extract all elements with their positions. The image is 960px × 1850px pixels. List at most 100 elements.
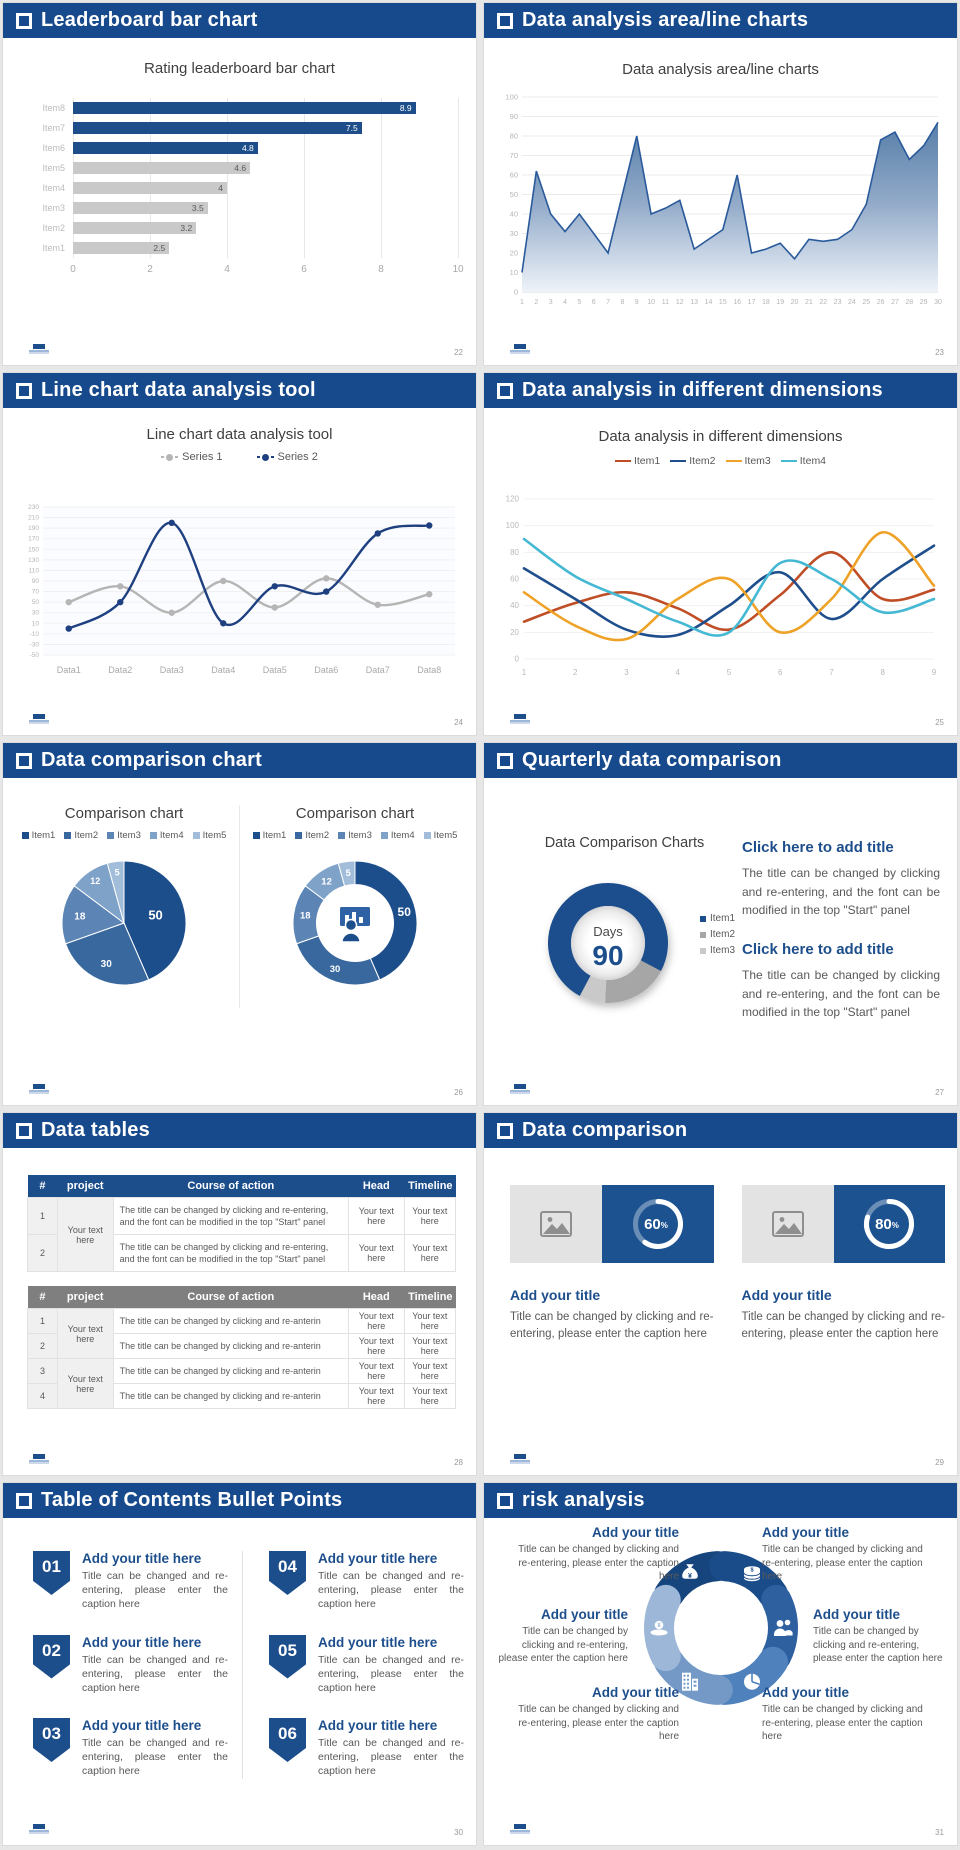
slide-area-line-charts[interactable]: Data analysis area/line charts Data anal…: [484, 3, 957, 365]
slide-toc-bullet-points[interactable]: Table of Contents Bullet Points 01 Add yo…: [3, 1483, 476, 1845]
x-axis-tick: 10: [452, 264, 464, 275]
square-bullet-icon: [16, 752, 32, 769]
toc-title: Add your title here: [318, 1634, 438, 1650]
page-number: 29: [935, 1458, 944, 1467]
svg-text:$: $: [750, 1568, 753, 1574]
legend-item: Item2: [295, 830, 329, 841]
svg-text:80: 80: [510, 132, 518, 141]
svg-text:5: 5: [577, 299, 581, 306]
toc-number-badge: 04: [269, 1551, 306, 1595]
svg-text:16: 16: [733, 299, 741, 306]
toc-title: Add your title here: [318, 1718, 438, 1734]
table-cell-course: The title can be changed by clicking and…: [112, 1234, 349, 1272]
donut-chart-figure: Comparison chart Item1 Item2 Item3 Item4 Ite…: [239, 805, 470, 1008]
building-icon: [681, 1672, 698, 1691]
toc-text: Add your title here Title can be changed …: [82, 1551, 228, 1612]
legend-item: Item5: [423, 830, 457, 841]
legend-item: Item5: [192, 830, 227, 841]
legend-label: Item1: [31, 830, 56, 841]
brand-logo: [28, 1824, 50, 1834]
slide-header: Data analysis area/line charts: [484, 3, 957, 38]
svg-text:0: 0: [514, 288, 518, 297]
svg-text:Data6: Data6: [314, 665, 338, 675]
risk-title: Add your title: [762, 1685, 849, 1700]
svg-text:60: 60: [510, 575, 519, 584]
risk-caption: Title can be changed by clicking and re-…: [762, 1704, 923, 1742]
svg-text:40: 40: [510, 210, 518, 219]
slide-header-title: Data comparison: [522, 1119, 688, 1141]
image-placeholder-icon: [771, 1211, 804, 1237]
chart-legend: Item1 Item2 Item3: [700, 913, 735, 961]
slide-data-comparison-cards[interactable]: Data comparison 60% Add your title Title c…: [484, 1113, 957, 1475]
slide-header: Quarterly data comparison: [484, 743, 957, 778]
svg-text:22: 22: [819, 299, 827, 306]
legend-label: Item2: [689, 455, 716, 467]
svg-text:190: 190: [28, 525, 39, 532]
bar-category-label: Item1: [42, 243, 65, 253]
toc-title: Add your title here: [82, 1634, 202, 1650]
square-bullet-icon: [16, 12, 32, 29]
slide-data-tables[interactable]: Data tables # project Course of action Head…: [3, 1113, 476, 1475]
svg-text:8: 8: [881, 668, 886, 677]
multi-line-chart: 0 20 40 60 80 100 120 1 2 3 4 5 6 7 8 9: [496, 491, 942, 688]
slide-comparison-pies[interactable]: Data comparison chart Comparison chart I…: [3, 743, 476, 1105]
legend-item: Item1: [21, 830, 56, 841]
pie-chart-icon: [743, 1673, 760, 1690]
svg-text:40: 40: [510, 601, 519, 610]
toc-title: Add your title here: [318, 1551, 438, 1566]
table-cell-course: The title can be changed by clicking and…: [112, 1308, 349, 1334]
svg-text:12: 12: [676, 299, 684, 306]
bar-category-label: Item4: [42, 183, 65, 193]
bar: 3.2: [73, 222, 197, 234]
slide-header: Table of Contents Bullet Points: [3, 1483, 476, 1518]
legend-label: Item2: [305, 830, 330, 841]
svg-text:130: 130: [28, 557, 39, 564]
svg-text:21: 21: [805, 299, 813, 306]
table-spacer: [27, 1272, 456, 1286]
chart-title: Comparison chart: [64, 805, 184, 822]
legend-label: Item4: [159, 830, 184, 841]
legend-label: Item5: [202, 830, 227, 841]
svg-text:7: 7: [829, 668, 834, 677]
svg-text:29: 29: [920, 299, 928, 306]
toc-text: Add your title here Title can be changed …: [82, 1718, 228, 1779]
x-axis-tick: 2: [147, 264, 153, 275]
slide-line-chart-tool[interactable]: Line chart data analysis tool Line chart…: [3, 373, 476, 735]
brand-logo: [28, 1454, 50, 1464]
slide-quarterly-comparison[interactable]: Quarterly data comparison Data Compariso…: [484, 743, 957, 1105]
svg-text:13: 13: [690, 299, 698, 306]
table-column-header: Timeline: [404, 1286, 456, 1309]
slide-leaderboard-bar-chart[interactable]: Leaderboard bar chart Rating leaderboard…: [3, 3, 476, 365]
table-column-header: #: [27, 1175, 58, 1198]
presenter-icon: [340, 907, 370, 943]
svg-text:2: 2: [573, 668, 578, 677]
svg-text:30: 30: [32, 610, 40, 617]
slide-dimensions[interactable]: Data analysis in different dimensions Da…: [484, 373, 957, 735]
legend-item: Item2: [64, 830, 98, 841]
card-title: Add your title: [510, 1287, 601, 1303]
svg-text:Data5: Data5: [263, 665, 287, 675]
slide-risk-analysis[interactable]: risk analysis ¥ $ ¥ 31 Add your title Title…: [484, 1483, 957, 1845]
toc-number-badge: 01: [33, 1551, 70, 1595]
risk-caption: Title can be changed by clicking and re-…: [518, 1704, 679, 1742]
toc-title: Add your title here: [82, 1718, 202, 1734]
legend-marker: [256, 453, 274, 461]
block-body: The title can be changed by clicking and…: [742, 968, 940, 1020]
toc-text: Add your title here Title can be changed …: [82, 1635, 228, 1696]
chart-title: Line chart data analysis tool: [146, 426, 333, 443]
toc-caption: Title can be changed and re-entering, pl…: [82, 1570, 228, 1611]
risk-text-block: Add your title Title can be changed by cl…: [813, 1607, 951, 1666]
svg-text:6: 6: [592, 299, 596, 306]
svg-text:-10: -10: [30, 631, 40, 638]
table-column-header: project: [57, 1175, 114, 1198]
table-cell-head: Your text here: [347, 1333, 405, 1359]
legend-label: Item3: [710, 945, 736, 956]
risk-caption: Title can be changed by clicking and re-…: [498, 1626, 628, 1664]
table-cell-course: The title can be changed by clicking and…: [112, 1197, 349, 1235]
table-cell-num: 2: [27, 1333, 58, 1359]
table-column-header: Course of action: [113, 1175, 349, 1198]
bar-value-label: 2.5: [153, 243, 166, 253]
slide-header-title: Table of Contents Bullet Points: [41, 1489, 343, 1511]
chart-legend: Item1 Item2 Item3 Item4: [484, 455, 957, 467]
bar: 4.6: [73, 162, 251, 174]
